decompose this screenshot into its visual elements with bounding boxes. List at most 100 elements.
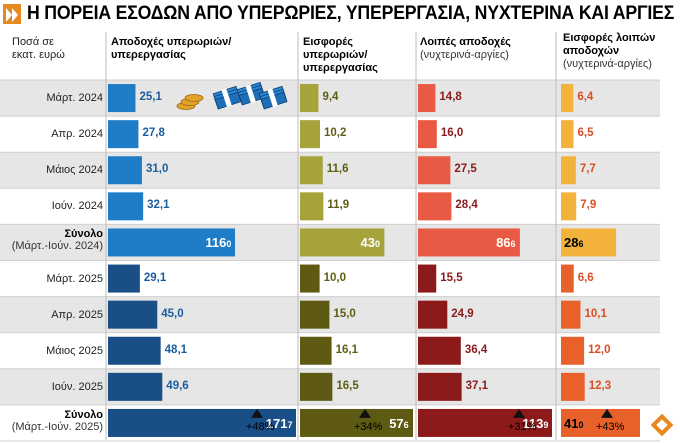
row-label-subtext: (Μάρτ.-Ιούν. 2024) [11,240,103,253]
row-label: Ιούν. 2024 [51,200,103,213]
bar-col2 [300,192,324,221]
value-label-col1: 32,1 [147,199,169,211]
value-dec: 3 [604,379,612,392]
value-label-col1: 49,6 [166,380,188,392]
value-dec: 4 [332,91,339,103]
row-label: Απρ. 2024 [51,128,103,141]
increase-triangle-icon [251,408,263,418]
column-1-title2: υπερεργασίας [111,49,186,61]
value-label-col2: 11,9 [327,199,349,211]
value-label-col2: 9,4 [322,91,338,103]
value-int: 7, [579,163,590,176]
bar-col3 [418,120,437,149]
value-label-col2: 16,1 [336,344,358,356]
row-label: Μάρτ. 2025 [46,272,103,285]
bar-col3 [418,372,462,401]
row-label-total: Σύνολο (Μάρτ.-Ιούν. 2025) [0,409,103,433]
row-label: Μάρτ. 2024 [46,92,103,104]
value-dec: 4 [480,343,488,356]
value-int: 171 [265,415,288,431]
bar-col4 [561,120,574,149]
row-label: Απρ. 2025 [51,308,103,321]
value-label-col2: 430 [361,235,380,250]
value-dec: 6 [342,163,349,176]
value-int: 113 [522,415,544,431]
change-label: +48% [246,420,275,433]
value-int: 36, [464,343,481,356]
value-dec: 1 [163,199,170,212]
value-int: 11, [327,199,343,212]
bar-col3 [418,336,461,365]
increase-triangle-icon [359,408,371,418]
value-int: 11, [326,163,343,176]
bar-col1 [108,372,163,401]
column-header-2: Εισφορές υπερωριών/ υπερεργασίας [303,36,378,75]
value-label-col4: 12,0 [588,344,610,356]
value-dec: 4 [471,199,478,212]
bar-col2 [300,156,323,185]
value-label-col1: 31,0 [146,163,168,175]
bar-col3 [418,156,451,185]
value-int: 16, [336,379,353,392]
value-int: 10, [324,127,340,140]
row-label-subtext: (Μάρτ.-Ιούν. 2025) [11,420,103,433]
value-int: 32, [147,199,164,212]
value-label-col2: 10,0 [324,272,346,284]
value-dec: 0 [604,343,611,356]
value-label-col3: 16,0 [441,127,463,139]
bar-col4 [561,300,581,329]
value-label-col3: 36,4 [465,344,487,356]
value-label-col2: 576 [389,416,408,431]
value-int: 10, [323,271,340,284]
bar-col4 [561,372,585,401]
value-label-col3: 1139 [522,416,548,431]
value-int: 41 [564,415,579,431]
bar-col4 [561,264,574,293]
value-int: 43 [360,235,375,251]
banknote-band [267,88,278,108]
value-dec: 1 [481,379,489,392]
value-int: 37, [465,379,482,392]
value-label-col3: 37,1 [466,380,488,392]
bar-col2 [300,300,330,329]
title-bar: Η ΠΟΡΕΙΑ ΕΣΟΔΩΝ ΑΠΟ ΥΠΕΡΩΡΙΕΣ, ΥΠΕΡΕΡΓΑΣ… [0,0,680,28]
bar-col1 [108,336,161,365]
increase-triangle-icon [513,408,525,418]
bar-col2 [300,84,319,113]
value-int: 48, [164,343,181,356]
value-int: 10, [584,307,601,320]
value-int: 16, [440,127,457,140]
value-int: 16, [335,343,352,356]
value-label-col2: 10,2 [324,127,346,139]
value-int: 28 [564,235,579,251]
row-label: Ιούν. 2025 [51,380,103,393]
column-2-subtitle: υπερεργασίας [303,62,378,74]
unit-label: Ποσά σε εκατ. ευρώ [12,36,65,62]
value-dec: 1 [155,91,162,103]
value-dec: 0 [177,307,184,320]
bar-col1 [108,264,140,293]
value-label-col4: 12,3 [589,380,611,392]
value-label-col1: 29,1 [144,272,166,284]
bar-col2 [300,264,320,293]
bar-col4 [561,156,576,185]
bar-col2 [300,228,385,257]
bar-col1 [108,192,144,221]
bar-col4 [561,228,617,257]
value-dec: 0 [349,307,356,320]
change-label: +31% [508,420,537,433]
value-dec: 1 [351,343,358,356]
value-label-col1: 45,0 [161,308,183,320]
value-int: 57 [389,415,404,431]
value-dec: 5 [352,379,359,392]
coin-stack-icon [184,94,204,102]
column-4-title2: αποδοχών [563,45,620,57]
value-label-col3: 24,9 [451,308,473,320]
value-dec: 9 [342,199,350,212]
value-label-col3: 28,4 [455,199,477,211]
value-dec: 5 [470,163,477,176]
value-dec: 6 [587,271,594,284]
column-2-title: Εισφορές [303,36,353,48]
bar-col3 [418,300,448,329]
